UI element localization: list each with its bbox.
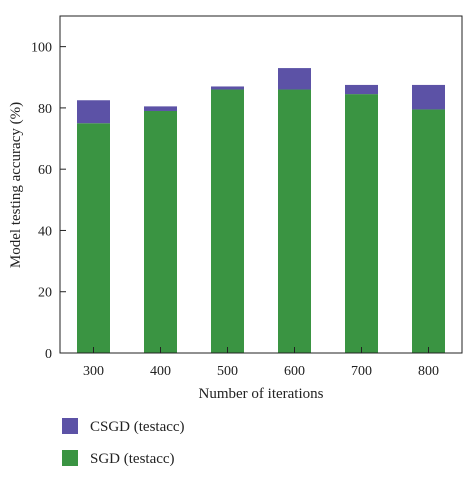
bar-csgd-500 xyxy=(211,86,244,90)
legend-swatch-csgd xyxy=(62,418,78,434)
bar-sgd-800 xyxy=(412,109,445,353)
bar-sgd-500 xyxy=(211,89,244,353)
y-tick-label: 40 xyxy=(38,224,52,239)
x-tick-label: 700 xyxy=(351,364,372,379)
y-axis-title: Model testing accuracy (%) xyxy=(8,102,24,268)
legend-label-sgd: SGD (testacc) xyxy=(90,451,175,467)
y-tick-label: 0 xyxy=(45,347,52,362)
bar-sgd-600 xyxy=(278,89,311,353)
y-tick-label: 80 xyxy=(38,102,52,117)
bar-csgd-700 xyxy=(345,84,378,95)
x-tick-label: 600 xyxy=(284,364,305,379)
y-axis: 0 20 40 60 80 100 xyxy=(31,41,66,362)
x-tick-label: 400 xyxy=(150,364,171,379)
plot-frame xyxy=(59,15,463,354)
bar-sgd-300 xyxy=(77,123,110,353)
bar-csgd-300 xyxy=(77,100,110,124)
x-tick-label: 300 xyxy=(83,364,104,379)
legend-label-csgd: CSGD (testacc) xyxy=(90,419,185,435)
bars-layer xyxy=(77,68,445,354)
bar-sgd-700 xyxy=(345,94,378,354)
bar-csgd-400 xyxy=(144,106,177,111)
y-tick-label: 20 xyxy=(38,286,52,301)
x-tick-label: 800 xyxy=(418,364,439,379)
legend-swatch-sgd xyxy=(62,450,78,466)
x-axis-title: Number of iterations xyxy=(199,386,324,402)
x-axis: 300 400 500 600 700 800 xyxy=(83,347,439,379)
x-tick-label: 500 xyxy=(217,364,238,379)
y-tick-label: 100 xyxy=(31,41,52,56)
bar-sgd-400 xyxy=(144,110,177,353)
bar-csgd-600 xyxy=(278,68,311,90)
bar-csgd-800 xyxy=(412,84,445,110)
legend: CSGD (testacc) SGD (testacc) xyxy=(62,418,185,467)
y-tick-label: 60 xyxy=(38,163,52,178)
